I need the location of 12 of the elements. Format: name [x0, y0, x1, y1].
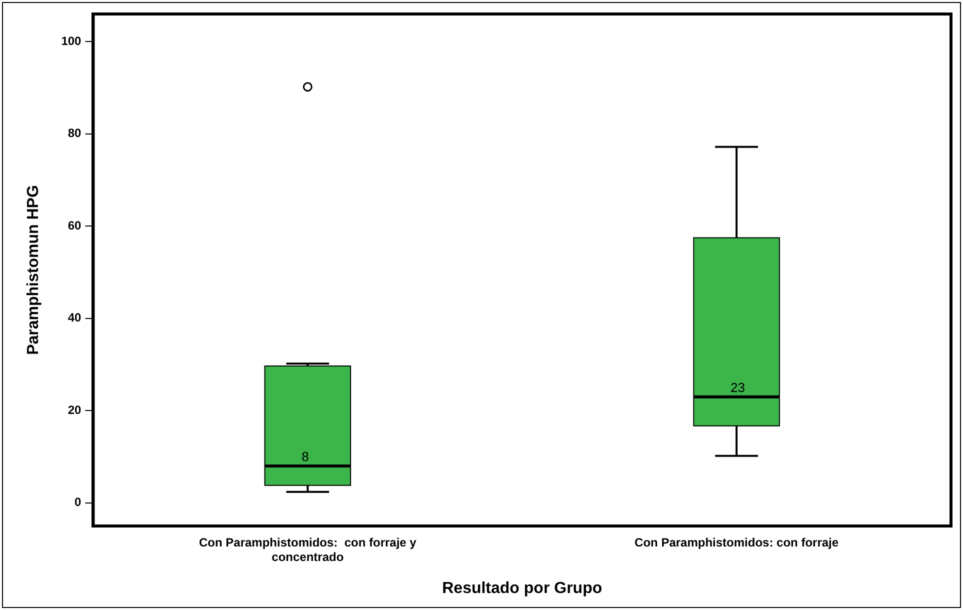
y-tick-label: 40 [68, 310, 82, 325]
x-tick-label: Con Paramphistomidos: con forraje [634, 536, 839, 550]
annotation: 23 [730, 380, 746, 395]
y-tick-label: 20 [68, 402, 82, 417]
x-tick-label: Con Paramphistomidos: con forraje y concentrado [198, 536, 417, 564]
x-axis-title: Resultado por Grupo [442, 580, 602, 597]
annotation: 8 [302, 449, 309, 464]
y-tick-label: 0 [74, 495, 82, 510]
y-axis-title: Paramphistomun HPG [25, 185, 42, 355]
y-tick-label: 60 [68, 218, 82, 232]
y-tick-label: 80 [68, 126, 82, 140]
y-tick-label: 100 [61, 34, 82, 48]
